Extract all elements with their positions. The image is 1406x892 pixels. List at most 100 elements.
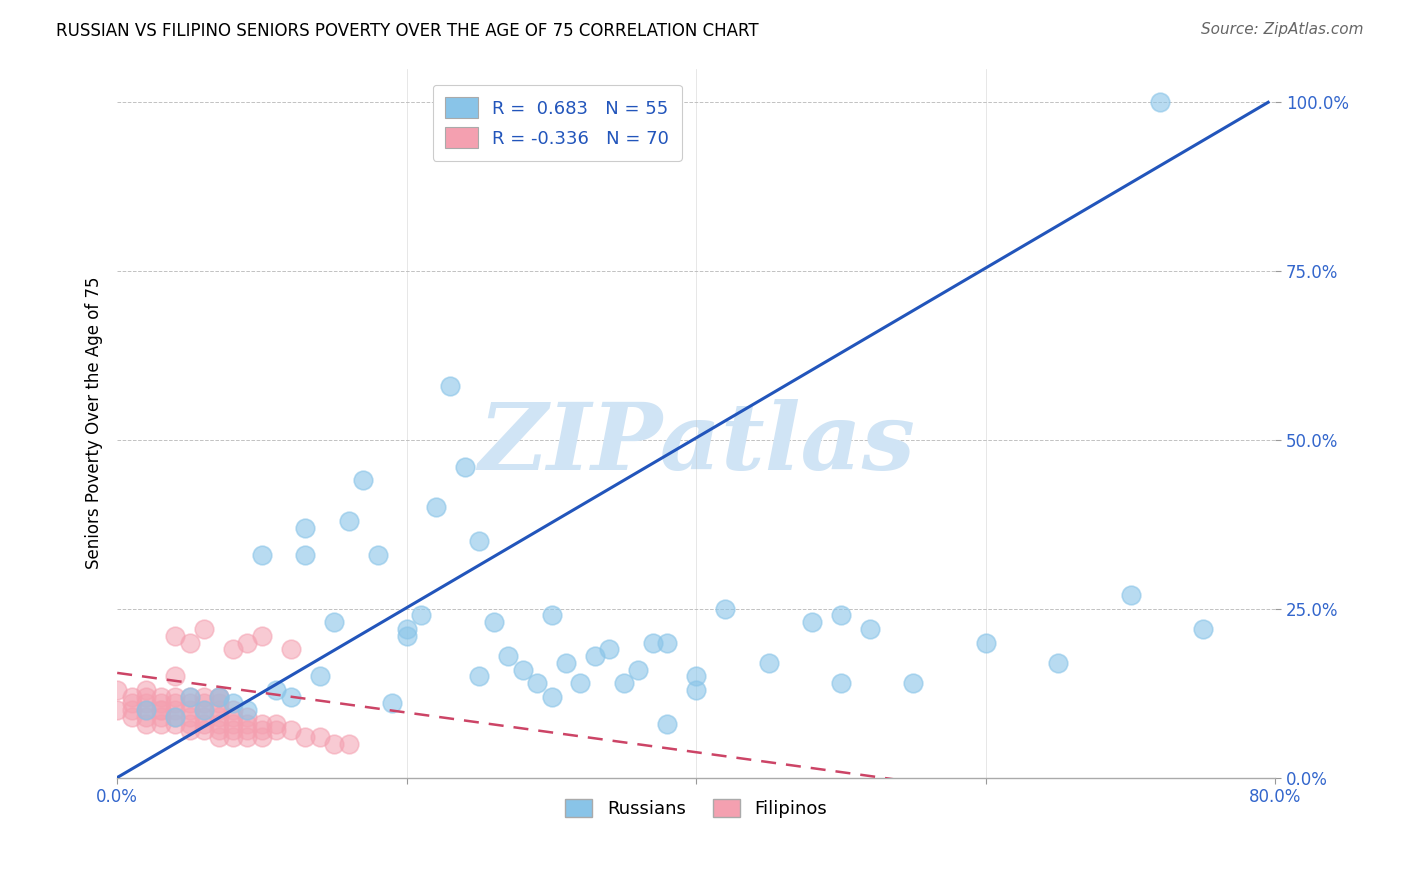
Point xyxy=(1119,588,1142,602)
Point xyxy=(165,716,187,731)
Point xyxy=(482,615,505,630)
Point xyxy=(222,723,245,738)
Point xyxy=(105,682,128,697)
Point xyxy=(207,710,229,724)
Point xyxy=(685,682,707,697)
Point xyxy=(266,723,288,738)
Point xyxy=(207,690,229,704)
Point xyxy=(149,690,172,704)
Point xyxy=(222,696,245,710)
Point xyxy=(179,635,201,649)
Point xyxy=(266,716,288,731)
Point xyxy=(193,690,215,704)
Point xyxy=(250,723,273,738)
Point xyxy=(250,629,273,643)
Point xyxy=(250,730,273,744)
Point xyxy=(207,690,229,704)
Point xyxy=(395,629,418,643)
Point xyxy=(165,710,187,724)
Point xyxy=(974,635,997,649)
Point xyxy=(381,696,404,710)
Point xyxy=(165,703,187,717)
Point xyxy=(135,710,157,724)
Point xyxy=(496,648,519,663)
Point xyxy=(165,696,187,710)
Point xyxy=(714,601,737,615)
Point xyxy=(135,716,157,731)
Point xyxy=(179,723,201,738)
Point xyxy=(613,676,636,690)
Point xyxy=(657,716,679,731)
Point xyxy=(179,703,201,717)
Point xyxy=(193,696,215,710)
Point xyxy=(598,642,620,657)
Point xyxy=(337,514,360,528)
Point xyxy=(367,548,389,562)
Point xyxy=(236,723,259,738)
Y-axis label: Seniors Poverty Over the Age of 75: Seniors Poverty Over the Age of 75 xyxy=(86,277,103,569)
Text: RUSSIAN VS FILIPINO SENIORS POVERTY OVER THE AGE OF 75 CORRELATION CHART: RUSSIAN VS FILIPINO SENIORS POVERTY OVER… xyxy=(56,22,759,40)
Point xyxy=(453,459,475,474)
Point xyxy=(280,723,302,738)
Point xyxy=(309,730,332,744)
Point xyxy=(207,696,229,710)
Point xyxy=(135,690,157,704)
Point xyxy=(685,669,707,683)
Point xyxy=(135,703,157,717)
Point xyxy=(540,690,562,704)
Point xyxy=(583,648,606,663)
Point xyxy=(149,703,172,717)
Point xyxy=(193,723,215,738)
Point xyxy=(1047,656,1070,670)
Point xyxy=(294,548,316,562)
Point xyxy=(165,710,187,724)
Point xyxy=(569,676,592,690)
Point xyxy=(179,696,201,710)
Legend: Russians, Filipinos: Russians, Filipinos xyxy=(558,791,834,825)
Point xyxy=(207,716,229,731)
Point xyxy=(641,635,664,649)
Point xyxy=(193,622,215,636)
Point xyxy=(627,663,650,677)
Point xyxy=(323,737,346,751)
Point xyxy=(468,534,491,549)
Point xyxy=(121,696,143,710)
Text: Source: ZipAtlas.com: Source: ZipAtlas.com xyxy=(1201,22,1364,37)
Point xyxy=(207,730,229,744)
Text: ZIPatlas: ZIPatlas xyxy=(478,400,915,490)
Point xyxy=(830,608,852,623)
Point xyxy=(859,622,882,636)
Point xyxy=(323,615,346,630)
Point xyxy=(149,710,172,724)
Point xyxy=(236,716,259,731)
Point xyxy=(540,608,562,623)
Point xyxy=(337,737,360,751)
Point xyxy=(801,615,824,630)
Point xyxy=(468,669,491,683)
Point xyxy=(135,682,157,697)
Point xyxy=(193,703,215,717)
Point xyxy=(135,696,157,710)
Point xyxy=(149,716,172,731)
Point xyxy=(280,642,302,657)
Point xyxy=(207,690,229,704)
Point xyxy=(222,703,245,717)
Point xyxy=(121,703,143,717)
Point xyxy=(222,642,245,657)
Point xyxy=(207,723,229,738)
Point xyxy=(903,676,925,690)
Point xyxy=(179,690,201,704)
Point xyxy=(236,730,259,744)
Point xyxy=(266,682,288,697)
Point xyxy=(149,703,172,717)
Point xyxy=(294,521,316,535)
Point xyxy=(193,703,215,717)
Point xyxy=(121,690,143,704)
Point xyxy=(1192,622,1215,636)
Point xyxy=(526,676,548,690)
Point xyxy=(236,703,259,717)
Point xyxy=(135,703,157,717)
Point xyxy=(179,710,201,724)
Point xyxy=(236,635,259,649)
Point xyxy=(1149,95,1171,110)
